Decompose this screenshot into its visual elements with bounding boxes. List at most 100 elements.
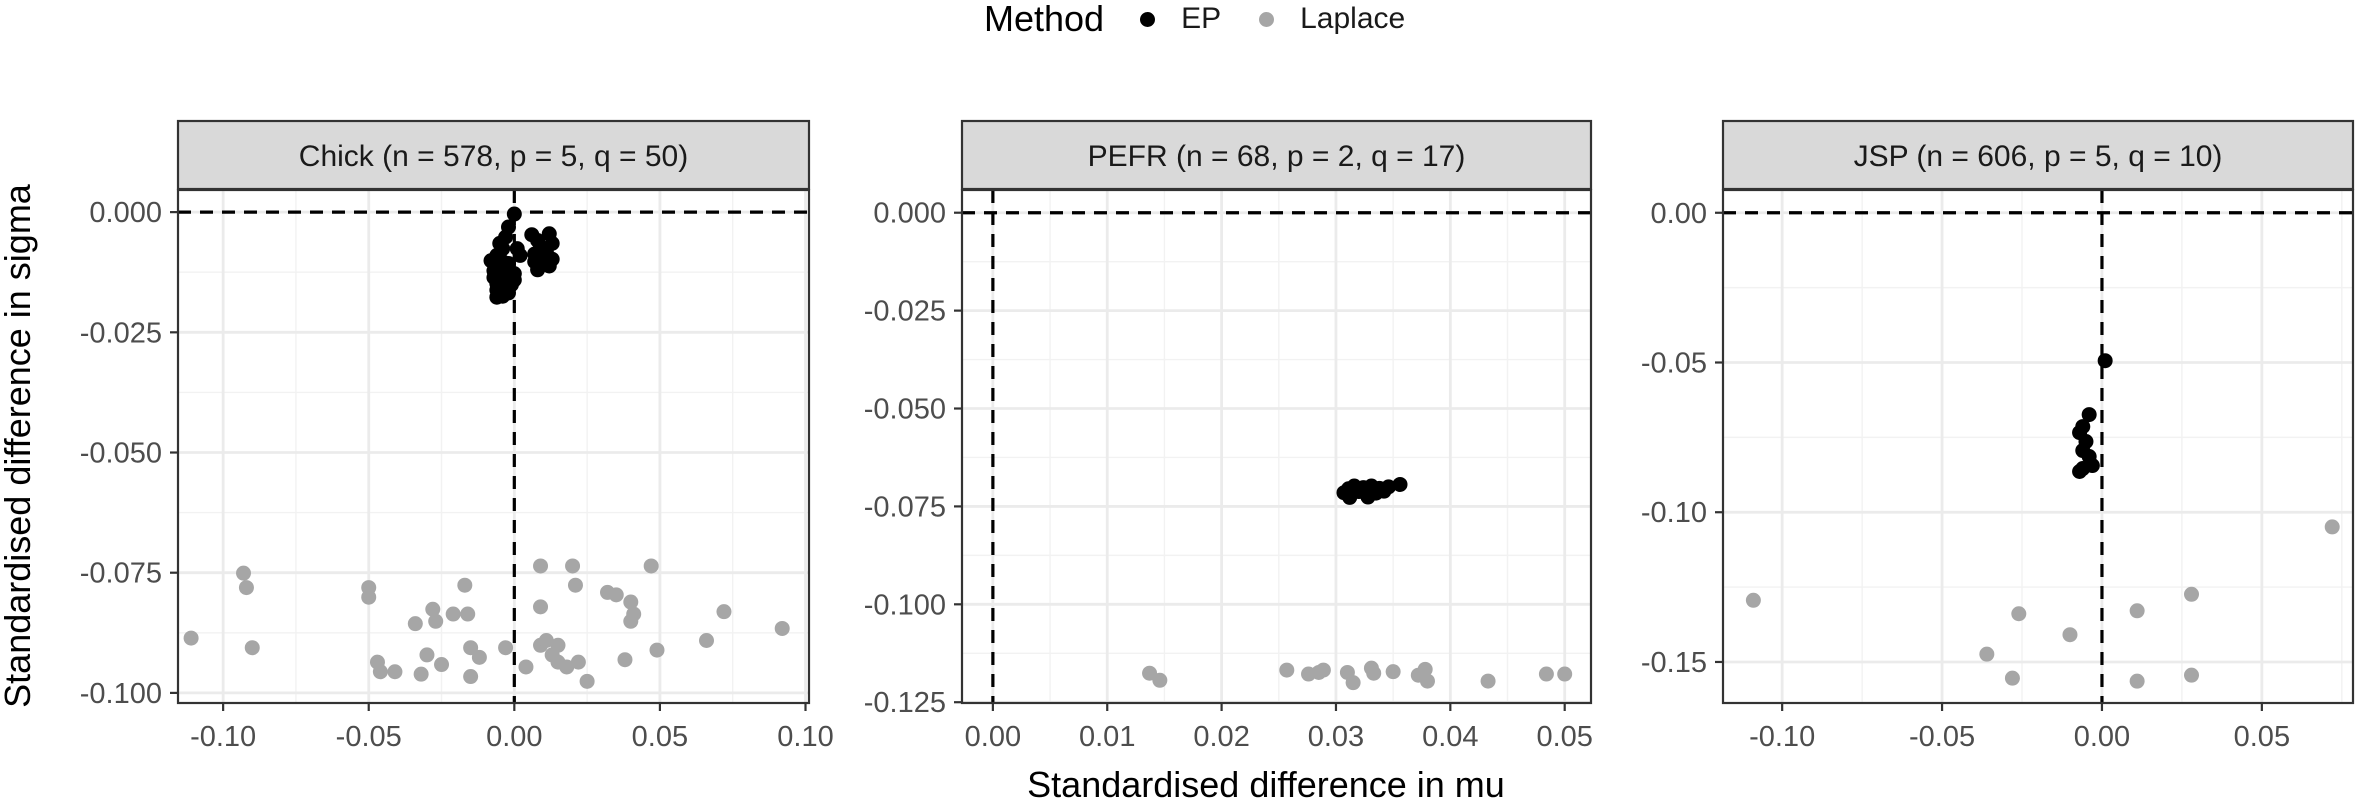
plot-background-pefr [962, 190, 1591, 703]
ep-point [1342, 489, 1358, 505]
legend-laplace-label: Laplace [1300, 2, 1406, 35]
laplace-point [2129, 603, 2145, 619]
laplace-point [2062, 627, 2078, 643]
y-tick-label: -0.125 [864, 687, 946, 719]
ep-point [1362, 484, 1378, 500]
laplace-point [699, 632, 715, 648]
laplace-point [1417, 661, 1433, 677]
laplace-point [2004, 670, 2020, 686]
laplace-point [626, 606, 642, 622]
facet-title-pefr: PEFR (n = 68, p = 2, q = 17) [1088, 140, 1466, 173]
laplace-point [617, 652, 633, 668]
x-tick-label: 0.01 [1079, 721, 1135, 753]
laplace-point [419, 647, 435, 663]
laplace-point [2184, 586, 2200, 602]
ep-point [1381, 479, 1397, 495]
laplace-point [649, 642, 665, 658]
panel-chick: Chick (n = 578, p = 5, q = 50) -0.10 -0.05… [80, 119, 834, 753]
facet-strip-jsp [1721, 119, 2355, 191]
y-tick-label: -0.10 [1641, 497, 1707, 529]
laplace-point [1745, 592, 1761, 608]
laplace-point [387, 664, 403, 680]
x-axis-label: Standardised difference in mu [1027, 764, 1505, 802]
laplace-point [1279, 662, 1295, 678]
laplace-point [716, 604, 732, 620]
facet-title-jsp: JSP (n = 606, p = 5, q = 10) [1854, 140, 2223, 173]
ep-point [1392, 476, 1408, 492]
laplace-point [2324, 519, 2340, 535]
facet-title-chick: Chick (n = 578, p = 5, q = 50) [299, 140, 688, 173]
legend: Method EP Laplace [984, 0, 1443, 39]
laplace-point [457, 577, 473, 593]
y-tick-label: -0.050 [80, 438, 162, 470]
laplace-point [567, 577, 583, 593]
y-axis-label: Standardised difference in sigma [0, 183, 38, 708]
x-tick-label: 0.05 [1536, 721, 1592, 753]
legend-ep-label: EP [1181, 2, 1222, 35]
laplace-point [463, 640, 479, 656]
x-tick-label: 0.00 [965, 721, 1021, 753]
laplace-point [445, 606, 461, 622]
laplace-point [1480, 673, 1496, 689]
x-tick-label: 0.05 [2234, 721, 2290, 753]
laplace-point [236, 565, 252, 581]
y-tick-label: 0.000 [873, 198, 946, 230]
legend-laplace-dot [1259, 11, 1275, 27]
y-tick-label: 0.000 [89, 197, 162, 229]
y-tick-label: -0.100 [80, 678, 162, 710]
laplace-point [460, 606, 476, 622]
laplace-point [244, 640, 260, 656]
laplace-point [1366, 665, 1382, 681]
laplace-point [471, 649, 487, 665]
x-tick-label: 0.00 [2074, 721, 2130, 753]
laplace-point [518, 659, 534, 675]
panel-pefr: PEFR (n = 68, p = 2, q = 17) 0.00 0.01 0.02… [864, 119, 1593, 753]
laplace-point [623, 594, 639, 610]
x-tick-label: 0.10 [777, 721, 833, 753]
laplace-point [372, 664, 388, 680]
laplace-point [1345, 675, 1361, 691]
laplace-point [1385, 664, 1401, 680]
laplace-point [361, 589, 377, 605]
y-tick-label: -0.075 [864, 491, 946, 523]
laplace-point [608, 587, 624, 603]
laplace-point [463, 669, 479, 685]
laplace-point [538, 632, 554, 648]
laplace-point [565, 558, 581, 574]
panel-jsp: JSP (n = 606, p = 5, q = 10) -0.10 -0.05 0.… [1641, 119, 2355, 753]
laplace-point [238, 580, 254, 596]
laplace-point [183, 630, 199, 646]
laplace-point [1152, 672, 1168, 688]
x-tick-label: -0.05 [336, 721, 402, 753]
laplace-point [413, 666, 429, 682]
ep-point [512, 247, 528, 263]
ep-point [533, 254, 549, 270]
y-tick-label: -0.075 [80, 558, 162, 590]
y-tick-label: -0.025 [80, 317, 162, 349]
y-tick-label: 0.00 [1651, 198, 1707, 230]
x-tick-label: 0.05 [632, 721, 688, 753]
x-tick-label: -0.10 [1749, 721, 1815, 753]
y-tick-label: -0.025 [864, 296, 946, 328]
x-tick-label: 0.00 [486, 721, 542, 753]
laplace-point [428, 613, 444, 629]
legend-item-laplace: Laplace [1259, 2, 1405, 36]
legend-title: Method [984, 0, 1105, 39]
x-tick-label: 0.03 [1308, 721, 1364, 753]
laplace-point [2129, 673, 2145, 689]
legend-item-ep: EP [1140, 2, 1221, 36]
laplace-point [774, 620, 790, 636]
laplace-point [559, 659, 575, 675]
facet-strip-chick [176, 119, 811, 191]
laplace-point [533, 599, 549, 615]
laplace-point [570, 654, 586, 670]
ep-point [2097, 353, 2113, 369]
laplace-point [1315, 662, 1331, 678]
laplace-point [407, 616, 423, 632]
laplace-point [2184, 667, 2200, 683]
y-tick-label: -0.05 [1641, 347, 1707, 379]
y-tick-label: -0.15 [1641, 647, 1707, 679]
plot-background-jsp [1723, 190, 2353, 703]
ep-point [2081, 407, 2097, 423]
